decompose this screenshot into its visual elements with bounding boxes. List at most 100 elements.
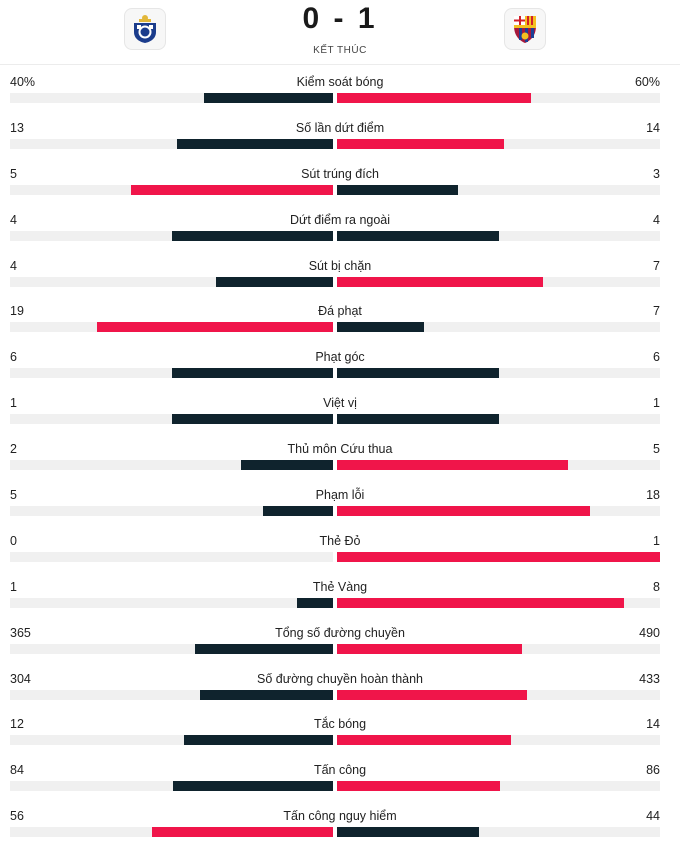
stat-row: 5 Sút trúng đích 3	[0, 157, 680, 203]
home-stat-value: 2	[10, 442, 17, 457]
away-stat-bar	[337, 643, 523, 654]
home-stat-value: 12	[10, 717, 24, 732]
away-stat-bar	[337, 506, 590, 517]
home-stat-bar-track	[10, 735, 333, 746]
stat-row: 0 Thẻ Đỏ 1	[0, 524, 680, 570]
home-stat-bar-track	[10, 184, 333, 195]
home-stat-bar	[199, 689, 333, 700]
home-stat-bar-track	[10, 93, 333, 103]
stat-row: 56 Tấn công nguy hiểm 44	[0, 799, 680, 845]
away-stat-bar-track	[337, 506, 660, 517]
away-stat-bar-track	[337, 184, 660, 195]
home-stat-bar	[152, 827, 333, 838]
match-header: 0 - 1 KẾT THÚC	[0, 0, 680, 65]
away-stat-value: 60%	[634, 75, 660, 89]
home-stat-bar-track	[10, 138, 333, 149]
away-stat-bar	[337, 230, 499, 241]
stat-row: 365 Tổng số đường chuyền 490	[0, 616, 680, 662]
stat-name: Sút trúng đích	[301, 166, 379, 181]
fc-barcelona-crest-icon	[514, 16, 536, 43]
stat-row: 304 Số đường chuyền hoàn thành 433	[0, 662, 680, 708]
home-stat-bar-track	[10, 643, 333, 654]
away-team-logo[interactable]	[504, 8, 546, 50]
stat-row: 12 Tắc bóng 14	[0, 707, 680, 753]
away-stat-bar	[337, 138, 505, 149]
home-stat-bar	[131, 184, 333, 195]
away-stat-bar-track	[337, 781, 660, 792]
away-stat-bar-track	[337, 551, 660, 562]
home-stat-bar-track	[10, 827, 333, 838]
stat-row: 4 Dứt điểm ra ngoài 4	[0, 203, 680, 249]
home-stat-bar-track	[10, 460, 333, 471]
away-stat-value: 6	[653, 350, 660, 365]
away-stat-value: 7	[653, 258, 660, 273]
stat-name: Kiểm soát bóng	[296, 75, 384, 89]
away-stat-bar-track	[337, 322, 660, 333]
home-stat-bar	[183, 735, 333, 746]
stat-name: Việt vị	[323, 396, 357, 411]
stat-row: 6 Phạt góc 6	[0, 340, 680, 386]
away-stat-bar	[337, 322, 424, 333]
home-stat-bar	[215, 276, 333, 287]
home-stat-bar-track	[10, 597, 333, 608]
away-stat-bar	[337, 93, 531, 103]
home-stat-value: 56	[10, 809, 24, 824]
stat-row: 4 Sút bị chặn 7	[0, 249, 680, 295]
home-stat-bar-track	[10, 368, 333, 379]
away-stat-value: 490	[639, 625, 660, 640]
away-stat-bar	[337, 781, 501, 792]
home-stat-value: 5	[10, 166, 17, 181]
match-score: 0 - 1	[302, 2, 378, 35]
stat-name: Sút bị chặn	[308, 258, 372, 273]
stat-name: Tắc bóng	[313, 717, 367, 732]
away-stat-value: 14	[646, 120, 660, 135]
home-stat-value: 4	[10, 212, 17, 227]
home-stat-bar	[240, 460, 333, 471]
home-stat-value: 1	[10, 396, 17, 411]
home-stat-value: 13	[10, 120, 24, 135]
stat-name: Tổng số đường chuyền	[275, 625, 405, 640]
away-stat-bar	[337, 689, 527, 700]
away-stat-value: 4	[653, 212, 660, 227]
stat-name: Tấn công nguy hiểm	[283, 809, 397, 824]
match-status: KẾT THÚC	[313, 45, 367, 56]
away-stat-value: 1	[653, 533, 660, 548]
stat-row: 84 Tấn công 86	[0, 753, 680, 799]
stat-row: 2 Thủ môn Cứu thua 5	[0, 432, 680, 478]
home-stat-bar	[171, 414, 333, 425]
away-stat-bar-track	[337, 414, 660, 425]
away-stat-value: 1	[653, 396, 660, 411]
away-stat-value: 7	[653, 304, 660, 319]
stat-row: 19 Đá phạt 7	[0, 294, 680, 340]
away-stat-bar-track	[337, 827, 660, 838]
stat-name: Đá phạt	[318, 304, 362, 319]
fc-porto-crest-icon	[134, 15, 156, 43]
home-team-logo[interactable]	[124, 8, 166, 50]
away-stat-bar	[337, 276, 543, 287]
home-stat-value: 84	[10, 763, 24, 778]
away-stat-bar	[337, 551, 660, 562]
stat-row: 5 Phạm lỗi 18	[0, 478, 680, 524]
away-stat-bar-track	[337, 689, 660, 700]
away-stat-bar-track	[337, 460, 660, 471]
home-stat-bar-track	[10, 506, 333, 517]
stat-name: Thẻ Vàng	[312, 579, 368, 594]
home-stat-bar	[171, 368, 333, 379]
stat-name: Số đường chuyền hoàn thành	[257, 671, 423, 686]
home-stat-bar-track	[10, 230, 333, 241]
away-stat-bar-track	[337, 597, 660, 608]
away-stat-value: 3	[653, 166, 660, 181]
away-stat-bar	[337, 827, 480, 838]
home-stat-bar	[262, 506, 333, 517]
away-stat-bar	[337, 184, 459, 195]
home-stat-bar	[195, 643, 333, 654]
home-stat-value: 4	[10, 258, 17, 273]
stat-row: 1 Thẻ Vàng 8	[0, 570, 680, 616]
home-stat-bar	[171, 230, 333, 241]
home-stat-value: 1	[10, 579, 17, 594]
away-stat-bar-track	[337, 138, 660, 149]
stat-row: 40% Kiểm soát bóng 60%	[0, 65, 680, 111]
home-stat-bar	[297, 597, 333, 608]
home-stat-bar-track	[10, 551, 333, 562]
stat-name: Tấn công	[313, 763, 367, 778]
